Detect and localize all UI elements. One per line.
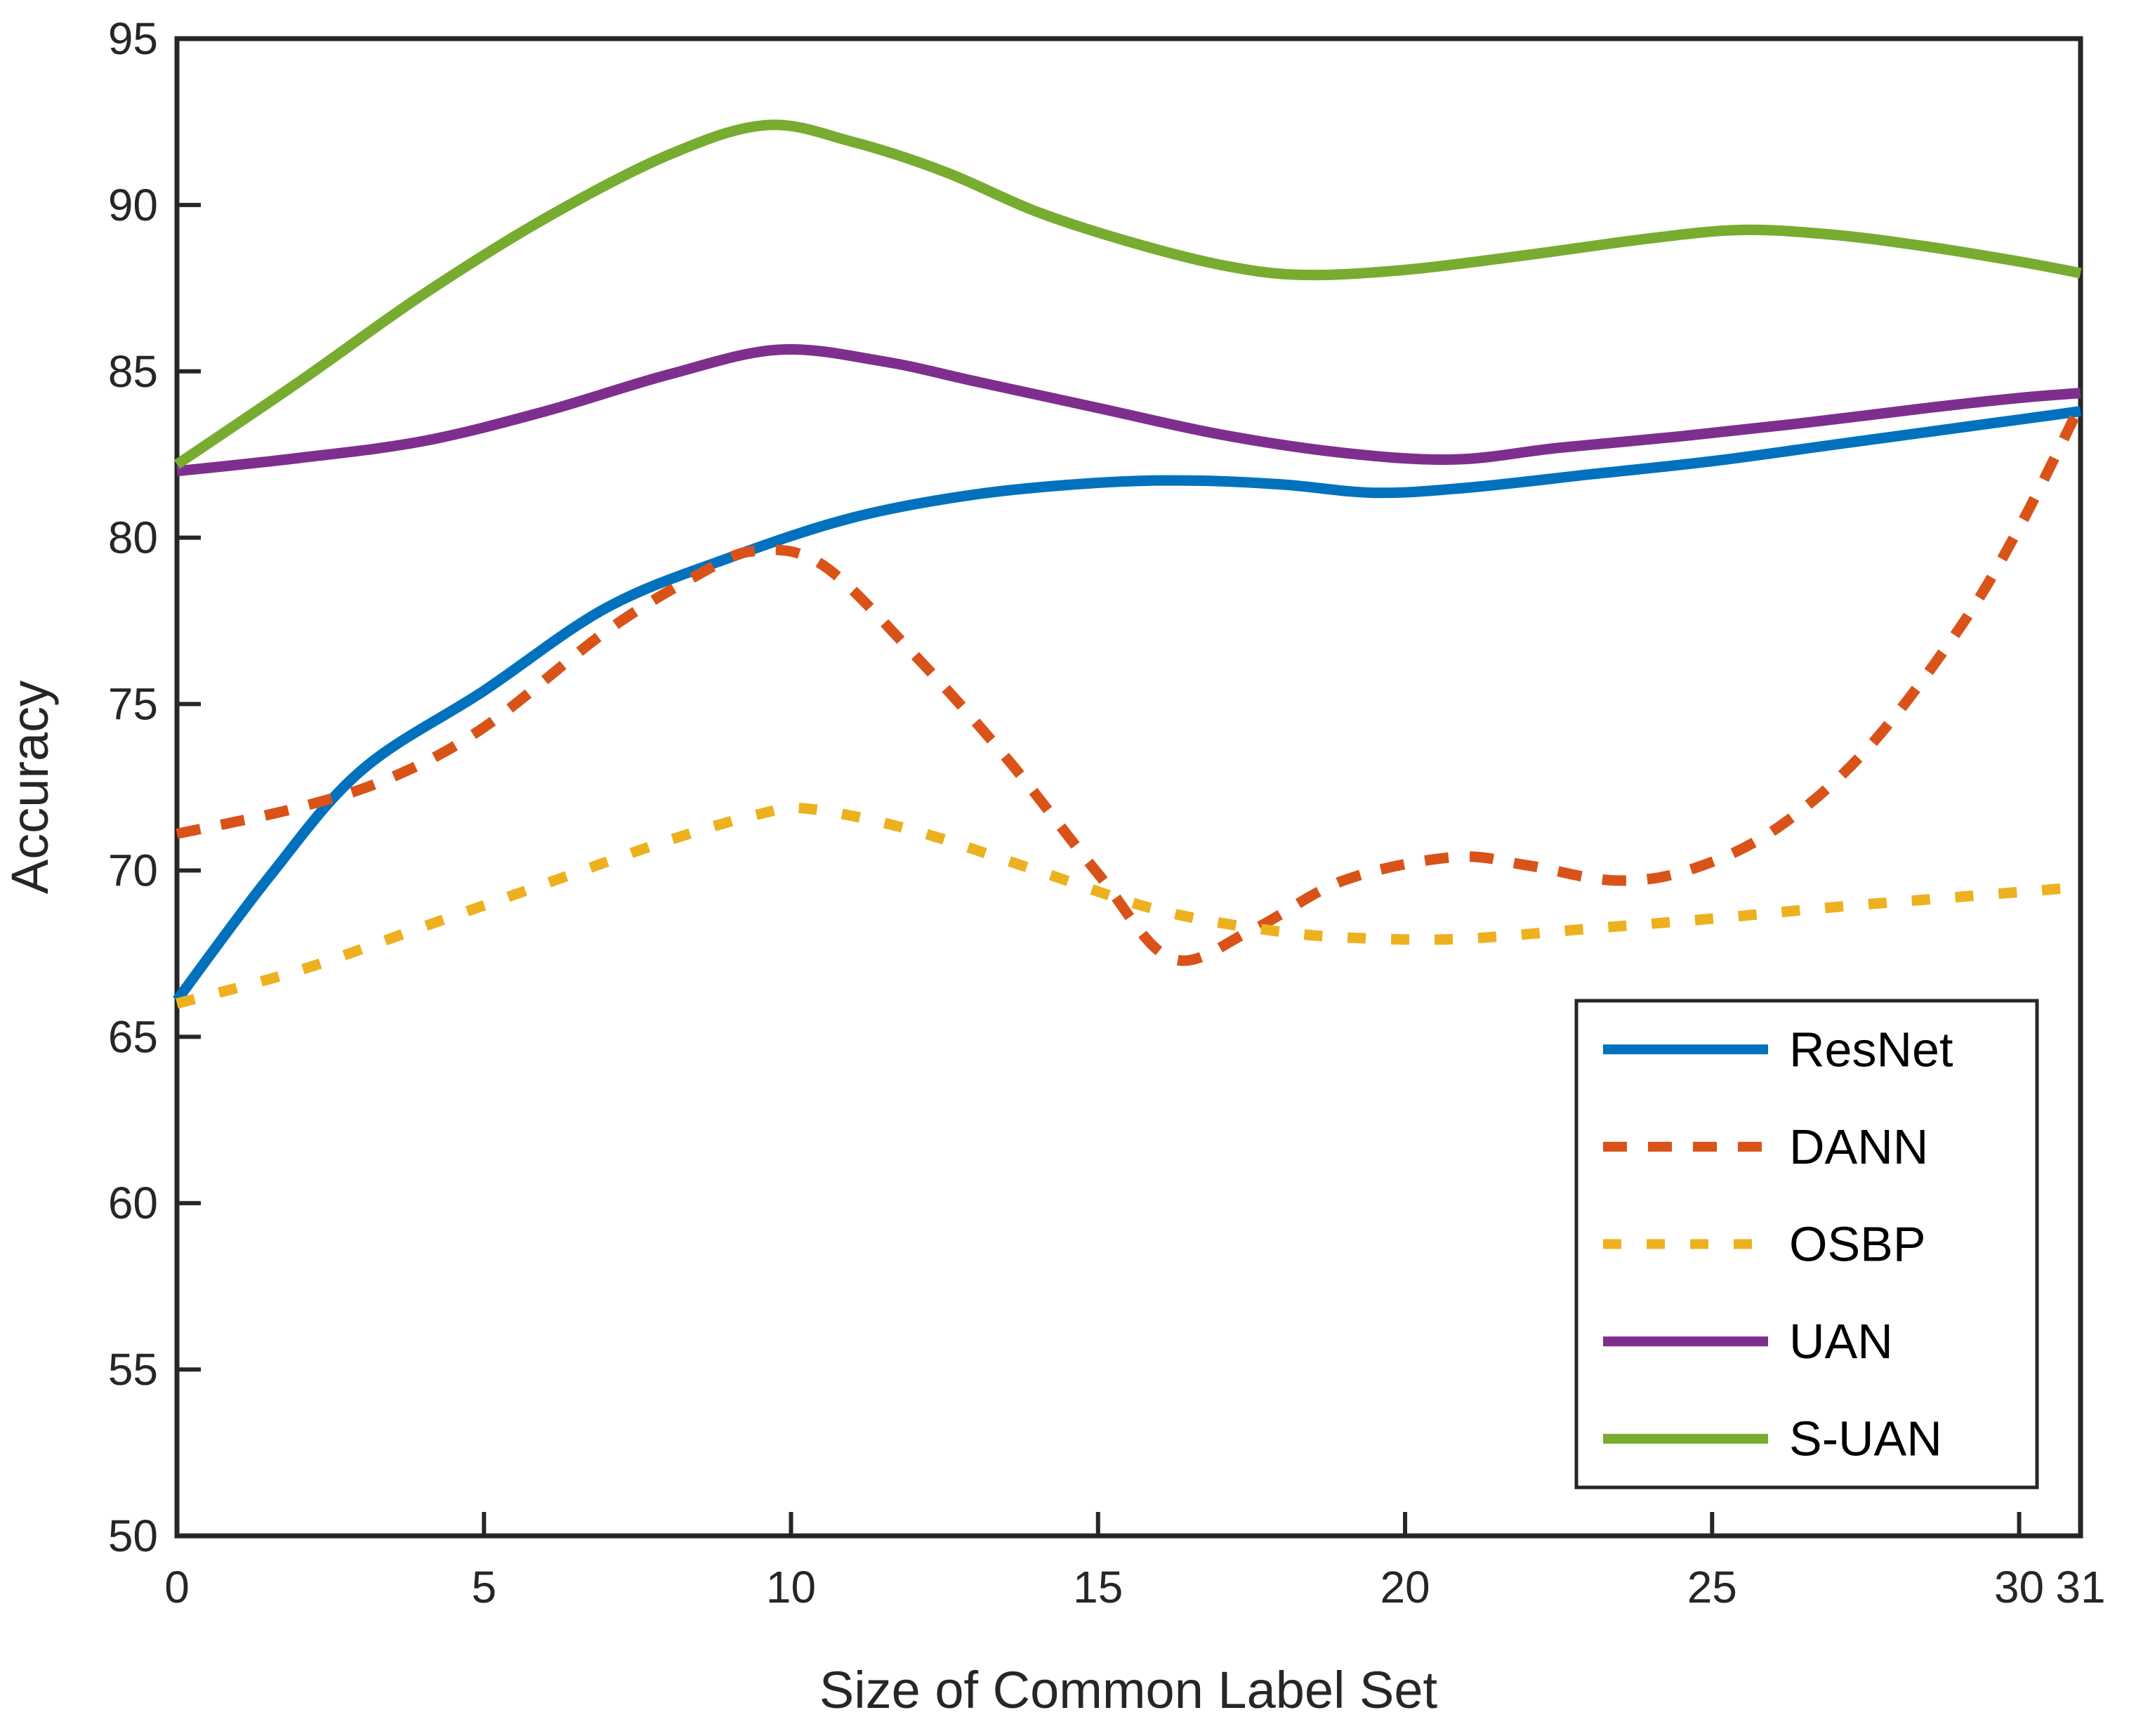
y-tick-label: 90 bbox=[108, 180, 158, 230]
x-tick-label: 0 bbox=[164, 1562, 190, 1612]
series-line-osbp bbox=[176, 802, 2081, 1009]
y-tick-label: 50 bbox=[108, 1511, 158, 1561]
y-tick-label: 75 bbox=[108, 679, 158, 730]
legend-item-s-uan: S-UAN bbox=[1603, 1412, 1942, 1466]
series-line-dann bbox=[176, 402, 2085, 966]
y-tick-label: 55 bbox=[108, 1344, 158, 1395]
y-axis-title: Accuracy bbox=[1, 680, 59, 894]
y-tick-label: 95 bbox=[108, 13, 158, 64]
legend-rows: ResNet DANN OSBP UAN S-UAN bbox=[1603, 1022, 1953, 1466]
series-lines bbox=[172, 119, 2085, 1009]
y-tick-label: 65 bbox=[108, 1011, 158, 1062]
y-axis-ticks: 50 55 60 65 70 75 80 85 90 95 bbox=[108, 13, 201, 1561]
y-tick-label: 80 bbox=[108, 513, 158, 563]
legend-item-osbp: OSBP bbox=[1603, 1217, 1926, 1272]
x-tick-label: 15 bbox=[1073, 1562, 1123, 1612]
y-tick-label: 85 bbox=[108, 346, 158, 397]
legend-label: OSBP bbox=[1789, 1217, 1926, 1272]
series-line-s-uan bbox=[173, 119, 2082, 469]
legend-label: ResNet bbox=[1789, 1022, 1953, 1077]
y-tick-label: 70 bbox=[108, 845, 158, 895]
x-tick-label: 30 bbox=[1994, 1562, 2044, 1612]
legend-item-resnet: ResNet bbox=[1603, 1022, 1953, 1077]
x-axis-title: Size of Common Label Set bbox=[819, 1661, 1438, 1719]
x-tick-label: 5 bbox=[471, 1562, 496, 1612]
x-axis-ticks: 0 5 10 15 20 25 30 31 bbox=[164, 1512, 2106, 1612]
plot-area-border bbox=[174, 36, 2083, 1539]
x-tick-label: 31 bbox=[2055, 1562, 2105, 1612]
legend: ResNet DANN OSBP UAN S-UAN bbox=[1574, 999, 2039, 1490]
legend-item-dann: DANN bbox=[1603, 1119, 1928, 1174]
legend-item-uan: UAN bbox=[1603, 1314, 1893, 1369]
y-tick-label: 60 bbox=[108, 1178, 158, 1228]
x-tick-label: 10 bbox=[766, 1562, 816, 1612]
x-tick-label: 25 bbox=[1687, 1562, 1737, 1612]
series-line-uan bbox=[176, 344, 2081, 477]
legend-label: DANN bbox=[1789, 1119, 1928, 1174]
x-tick-label: 20 bbox=[1380, 1562, 1430, 1612]
series-line-resnet bbox=[172, 406, 2082, 1004]
legend-label: S-UAN bbox=[1789, 1412, 1942, 1466]
legend-label: UAN bbox=[1789, 1314, 1893, 1369]
